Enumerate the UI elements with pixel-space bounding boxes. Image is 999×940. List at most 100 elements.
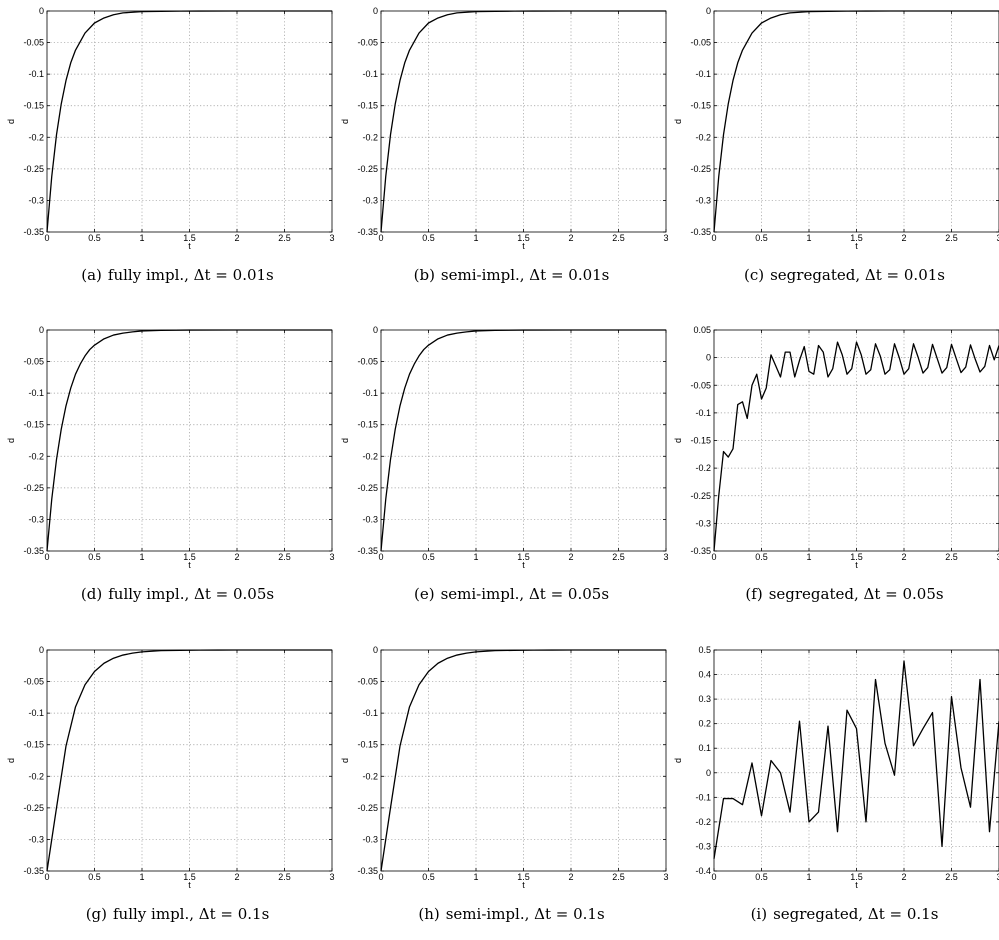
series-line [713,341,999,552]
caption-label: (e) [414,585,435,603]
x-axis-label: t [188,241,191,251]
caption-text: segregated, Δt = 0.05s [769,585,944,603]
x-tick-label: 0 [378,233,383,243]
plot-frame [713,649,999,872]
x-tick-label: 1.5 [183,872,196,882]
y-tick-label: -0.25 [23,483,44,493]
x-tick-label: 2 [901,233,906,243]
x-tick-label: 3 [329,872,334,882]
x-tick-label: 3 [663,233,668,243]
y-tick-label: -0.35 [23,227,44,237]
panel-f: 0 0.5 1 1.5 2 2.5 3 0.05 0 -0.05 -0.1 -0.15 -0.2 -0.2… [673,325,999,603]
y-tick-label: 0.5 [698,645,711,655]
x-tick-label: 3 [996,552,999,562]
caption-text: segregated, Δt = 0.01s [770,266,945,284]
y-tick-label: -0.15 [357,101,378,111]
x-tick-label: 1 [139,233,144,243]
plot-frame [380,649,667,872]
y-tick-label: -0.1 [28,69,44,79]
y-tick-label: -0.1 [362,388,378,398]
x-tick-label: 0.5 [755,872,768,882]
caption-text: fully impl., Δt = 0.05s [108,585,274,603]
panel-a: 0 0.5 1 1.5 2 2.5 3 0 -0.05 -0.1 -0.15 -0.2 -0.25 -0.… [6,6,335,284]
caption-text: fully impl., Δt = 0.01s [108,266,274,284]
y-axis-label: d [340,758,350,763]
panel-h: 0 0.5 1 1.5 2 2.5 3 0 -0.05 -0.1 -0.15 -0.2 -0.25 -0.… [340,645,669,923]
y-tick-label: -0.1 [362,708,378,718]
y-tick-label: 0 [373,325,378,335]
y-axis-label: d [673,438,683,443]
x-tick-label: 2 [901,872,906,882]
x-tick-label: 0.5 [422,233,435,243]
x-tick-label: 0 [711,872,716,882]
y-tick-label: -0.2 [362,132,378,142]
panel-caption: (f) segregated, Δt = 0.05s [745,585,943,603]
x-tick-label: 2 [234,872,239,882]
panel-caption: (e) semi-impl., Δt = 0.05s [414,585,609,603]
y-tick-label: -0.1 [362,69,378,79]
y-tick-label: -0.35 [357,866,378,876]
x-tick-label: 1 [473,872,478,882]
y-tick-label: 0.4 [698,670,711,680]
x-tick-label: 3 [329,233,334,243]
y-tick-label: 0 [39,6,44,16]
caption-label: (b) [414,266,435,284]
y-tick-label: -0.2 [28,451,44,461]
caption-text: semi-impl., Δt = 0.05s [441,585,609,603]
y-axis-label: d [6,119,16,124]
x-tick-label: 3 [329,552,334,562]
y-tick-label: -0.2 [362,771,378,781]
y-tick-label: -0.35 [357,227,378,237]
x-tick-label: 2.5 [945,552,958,562]
y-axis-label: d [340,119,350,124]
y-tick-label: -0.3 [695,518,711,528]
y-tick-label: 0 [373,6,378,16]
x-tick-label: 2 [568,233,573,243]
caption-text: segregated, Δt = 0.1s [773,905,938,923]
y-tick-label: -0.3 [28,514,44,524]
y-axis-label: d [340,438,350,443]
x-tick-label: 0 [711,552,716,562]
y-tick-label: -0.25 [357,164,378,174]
x-tick-label: 2 [901,552,906,562]
x-tick-label: 0.5 [422,552,435,562]
x-tick-label: 1.5 [517,233,530,243]
x-tick-label: 2.5 [612,872,625,882]
x-axis-label: t [188,880,191,890]
x-tick-label: 1.5 [850,872,863,882]
y-axis-label: d [6,438,16,443]
x-tick-label: 3 [996,233,999,243]
y-axis-label: d [6,758,16,763]
caption-text: semi-impl., Δt = 0.01s [441,266,609,284]
y-tick-label: -0.25 [690,164,711,174]
y-tick-label: 0.1 [698,743,711,753]
y-axis-label: d [673,758,683,763]
y-tick-label: -0.05 [23,677,44,687]
x-tick-label: 1.5 [850,233,863,243]
y-tick-label: 0 [706,353,711,363]
plot-frame [380,10,667,233]
y-tick-label: 0 [373,645,378,655]
y-tick-label: -0.05 [690,380,711,390]
x-tick-label: 2.5 [278,552,291,562]
y-tick-label: -0.35 [357,546,378,556]
x-tick-label: 2.5 [612,233,625,243]
caption-label: (c) [744,266,764,284]
y-tick-label: -0.05 [690,38,711,48]
y-tick-label: -0.3 [28,834,44,844]
series-line [713,660,999,859]
y-tick-label: 0 [706,768,711,778]
x-tick-label: 1.5 [850,552,863,562]
x-tick-label: 3 [663,872,668,882]
x-axis-label: t [188,560,191,570]
panel-caption: (h) semi-impl., Δt = 0.1s [418,905,604,923]
x-tick-label: 1 [473,552,478,562]
y-tick-label: 0 [39,325,44,335]
panel-caption: (d) fully impl., Δt = 0.05s [81,585,274,603]
y-tick-label: -0.3 [362,195,378,205]
y-tick-label: -0.05 [357,677,378,687]
x-tick-label: 1 [139,872,144,882]
y-tick-label: -0.35 [690,227,711,237]
panel-caption: (b) semi-impl., Δt = 0.01s [414,266,610,284]
